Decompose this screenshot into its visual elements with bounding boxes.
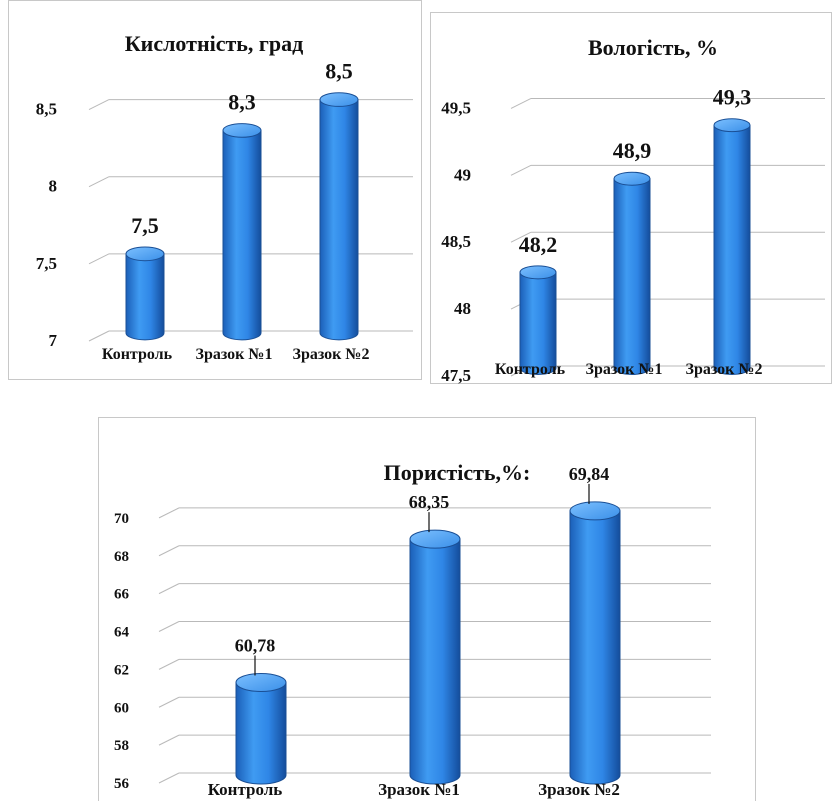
x-category-label: Зразок №2	[538, 780, 620, 799]
bar-body	[235, 681, 287, 785]
y-tick-label: 47,5	[441, 366, 471, 385]
bar-cap	[235, 672, 287, 692]
bar-body	[713, 124, 751, 375]
gridline-depth	[88, 253, 110, 265]
bar-cap	[125, 246, 165, 262]
x-category-label: Контроль	[102, 346, 173, 363]
bar	[222, 123, 262, 341]
moisture-chart: Вологість, % 47,5 48 48,5 49 49,5 48,2 Контроль…	[441, 35, 825, 385]
bar-body	[319, 99, 359, 341]
bar-body	[409, 538, 461, 785]
chart-title: Кислотність, град	[125, 31, 304, 56]
y-tick-label: 49,5	[441, 98, 471, 117]
gridline-depth	[510, 164, 532, 176]
data-label: 69,84	[569, 464, 610, 484]
y-tick-label: 56	[114, 776, 130, 792]
y-tick-label: 70	[114, 511, 129, 527]
y-tick-label: 48,5	[441, 232, 471, 251]
bar	[613, 171, 651, 375]
bar-cap	[409, 529, 461, 549]
y-tick-label: 64	[114, 625, 130, 641]
data-label: 49,3	[713, 85, 752, 110]
bar-body	[519, 271, 557, 375]
gridline-depth	[158, 621, 180, 632]
bar-body	[222, 129, 262, 341]
x-category-label: Контроль	[495, 361, 566, 378]
bar-cap	[613, 171, 651, 186]
y-tick-label: 66	[114, 587, 130, 603]
gridline-depth	[158, 545, 180, 557]
data-label: 8,5	[325, 59, 353, 84]
y-tick-label: 7	[49, 331, 58, 350]
y-tick-label: 58	[114, 738, 129, 754]
bar-cap	[222, 123, 262, 138]
bar-body	[613, 178, 651, 375]
bar	[519, 265, 557, 375]
data-label: 8,3	[228, 90, 256, 115]
data-label: 7,5	[131, 213, 159, 238]
gridline-depth	[88, 99, 110, 111]
chart-panel-acidity: Кислотність, град 7 7,5 8 8,5 7,5 Контроль 8,3 З…	[8, 0, 422, 380]
acidity-chart: Кислотність, град 7 7,5 8 8,5 7,5 Контроль 8,3 З…	[36, 31, 413, 363]
gridline-depth	[158, 658, 180, 670]
bar-body	[569, 510, 621, 785]
gridline-depth	[88, 330, 110, 342]
bar	[409, 529, 461, 785]
gridline-depth	[158, 696, 180, 708]
y-tick-label: 8	[49, 177, 58, 196]
chart-panel-porosity: Пористість,%: 56 58 60 62 64 66 68 70 60,78 Контро…	[98, 417, 756, 801]
data-label: 48,2	[519, 232, 558, 257]
bar	[125, 246, 165, 341]
gridline-depth	[158, 583, 180, 595]
data-label: 68,35	[409, 492, 450, 512]
chart-title: Пористість,%:	[384, 460, 531, 485]
bar	[569, 501, 621, 785]
data-label: 60,78	[235, 635, 276, 655]
gridline-depth	[88, 176, 110, 188]
bar	[713, 118, 751, 375]
y-tick-label: 49	[454, 165, 471, 184]
y-tick-label: 62	[114, 662, 129, 678]
y-tick-label: 7,5	[36, 254, 57, 273]
bar-body	[125, 253, 165, 341]
gridline-depth	[158, 734, 180, 746]
bar-cap	[713, 118, 751, 133]
chart-panel-moisture: Вологість, % 47,5 48 48,5 49 49,5 48,2 Контроль…	[430, 12, 832, 385]
x-category-label: Зразок №1	[378, 780, 460, 799]
x-category-label: Зразок №1	[586, 361, 663, 378]
data-label: 48,9	[613, 138, 652, 163]
gridline-depth	[158, 507, 180, 519]
x-category-label: Контроль	[208, 780, 283, 799]
gridline-depth	[510, 97, 532, 109]
x-category-label: Зразок №2	[293, 346, 370, 363]
y-tick-label: 68	[114, 549, 129, 565]
bar-cap	[569, 501, 621, 521]
chart-title: Вологість, %	[588, 35, 718, 60]
y-tick-label: 60	[114, 700, 129, 716]
bar	[235, 672, 287, 785]
bar-cap	[519, 265, 557, 280]
x-category-label: Зразок №2	[686, 361, 763, 378]
y-tick-label: 48	[454, 299, 471, 318]
porosity-chart: Пористість,%: 56 58 60 62 64 66 68 70 60,78 Контро…	[114, 460, 711, 799]
y-tick-label: 8,5	[36, 100, 57, 119]
gridline-depth	[158, 772, 180, 784]
bar	[319, 92, 359, 341]
gridline-depth	[510, 231, 532, 243]
bar-cap	[319, 92, 359, 107]
x-category-label: Зразок №1	[196, 346, 273, 363]
